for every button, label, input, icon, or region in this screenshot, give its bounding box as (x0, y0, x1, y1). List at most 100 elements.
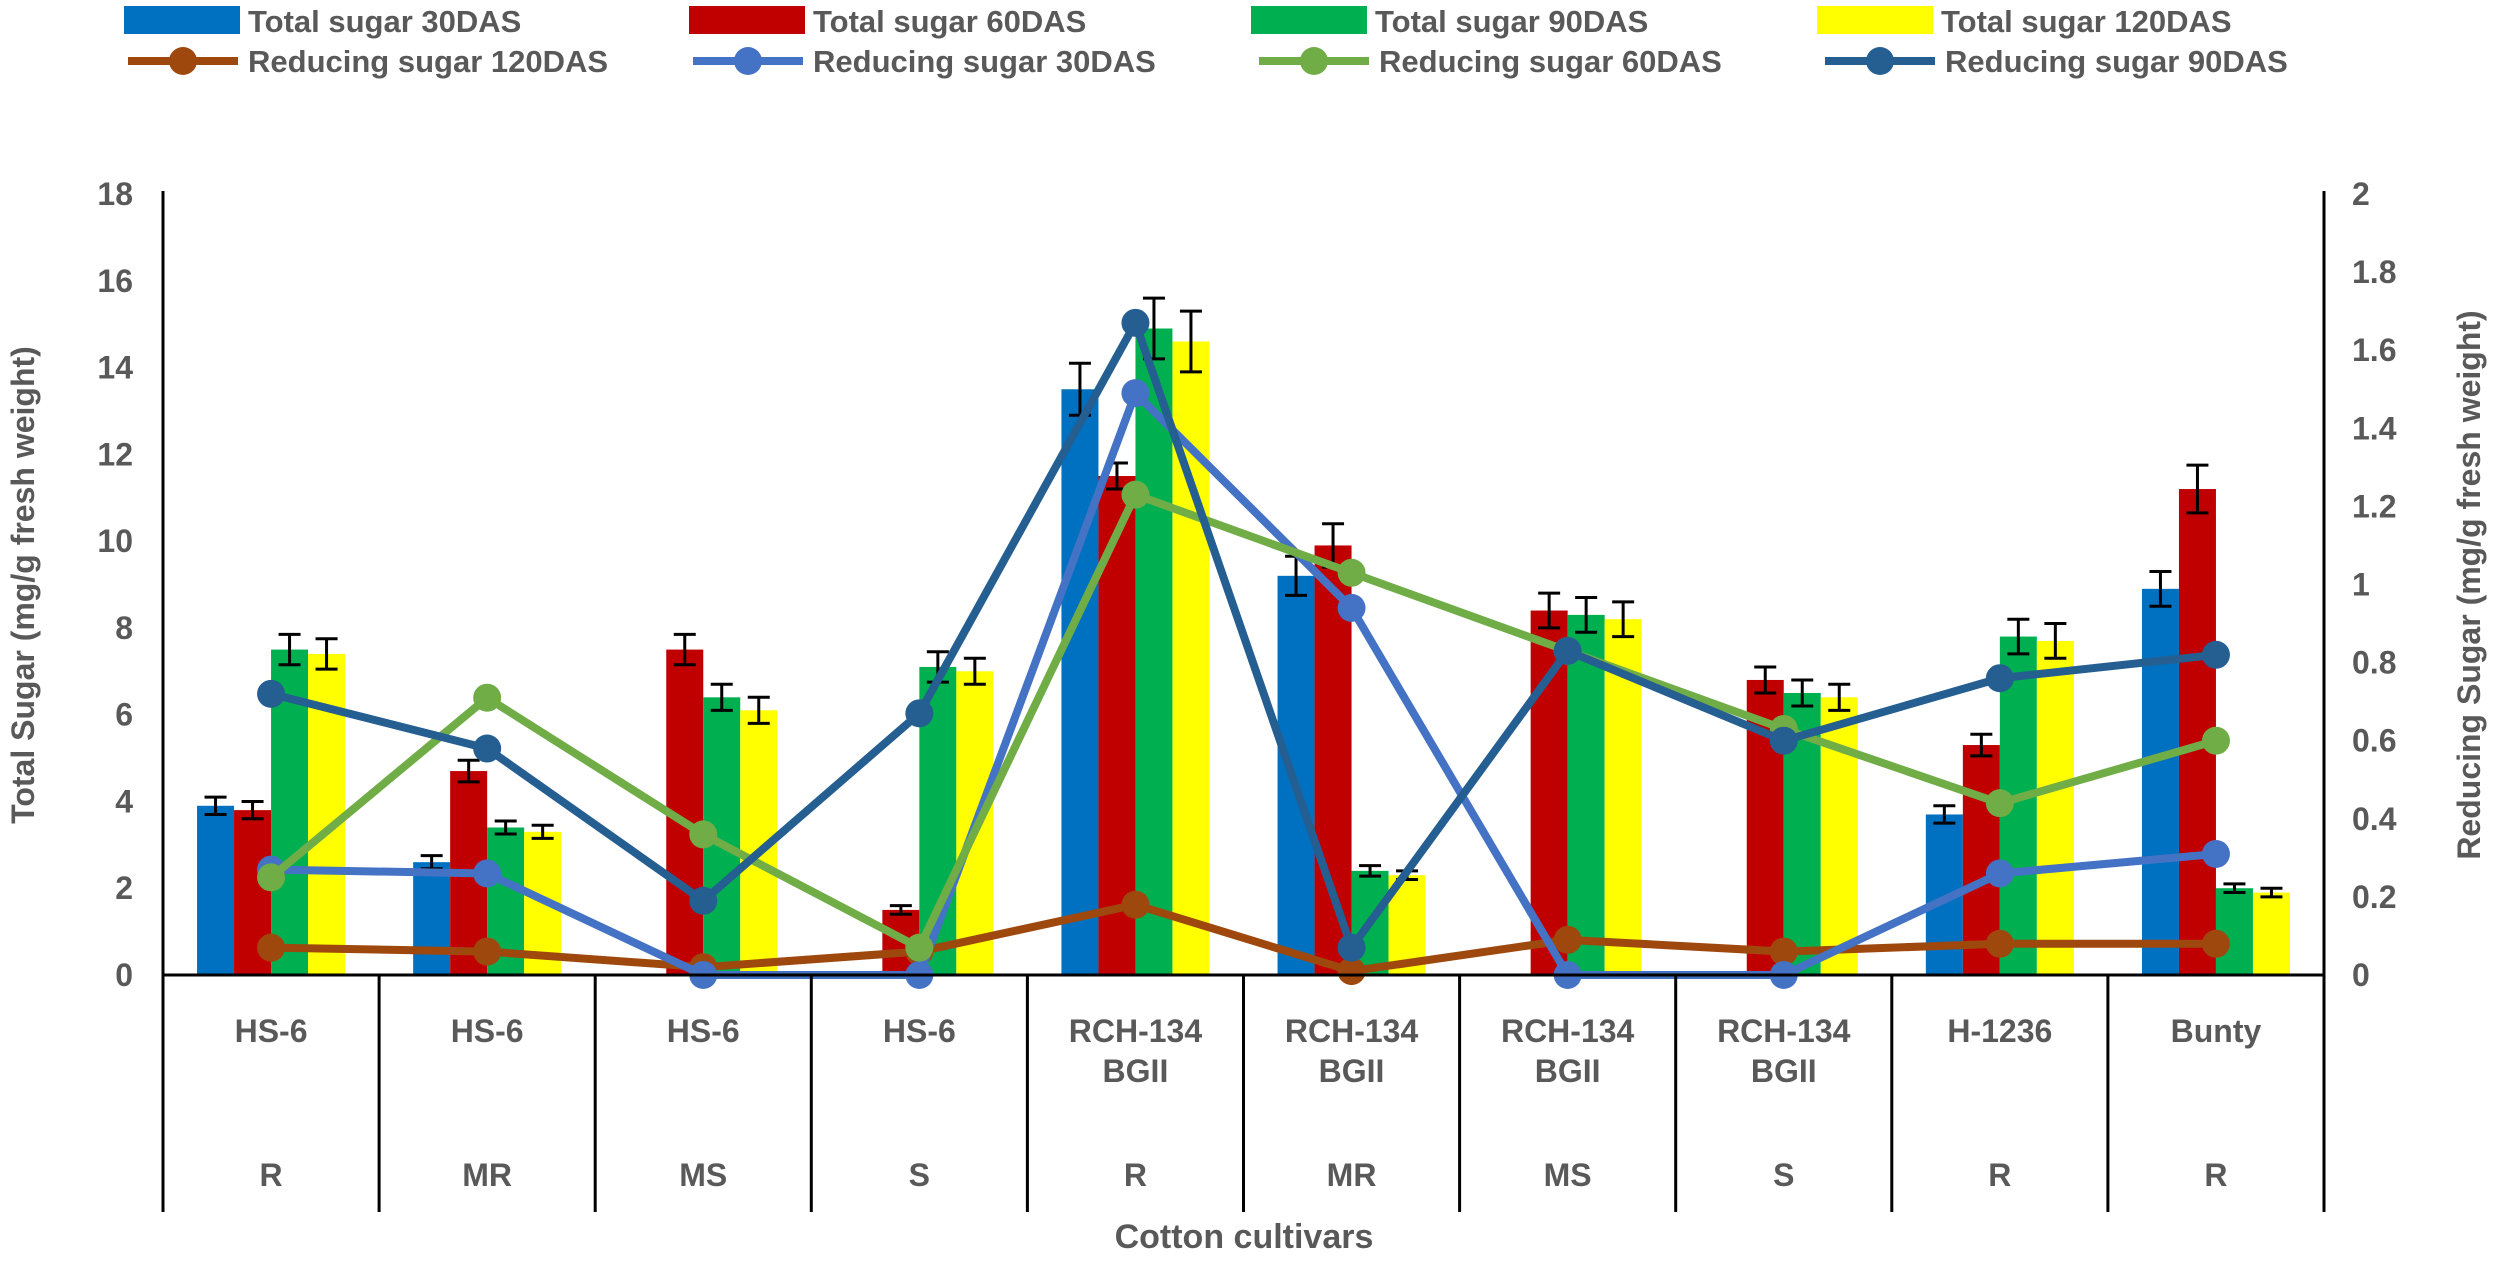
category-label: RCH-134 (1717, 1013, 1851, 1049)
error-bar (531, 823, 554, 840)
error-bar (1179, 309, 1202, 374)
line-marker (1337, 558, 1366, 587)
error-bar (1970, 732, 1993, 758)
category-label: RCH-134 (1069, 1013, 1203, 1049)
line-marker (1553, 636, 1582, 665)
category-label: Bunty (2171, 1013, 2262, 1049)
y2-tick-label: 0 (2352, 957, 2370, 993)
error-bar (1359, 864, 1382, 878)
y-tick-label: 0 (115, 957, 133, 993)
error-bar (1612, 600, 1635, 639)
bar (413, 862, 451, 975)
line-marker (905, 933, 934, 962)
group-label: R (2204, 1157, 2227, 1193)
line-marker (1121, 480, 1150, 509)
line-marker (2201, 726, 2230, 755)
line-marker (1121, 890, 1150, 919)
line-marker (473, 937, 502, 966)
y2-tick-label: 1.2 (2352, 488, 2396, 524)
legend-marker (1300, 47, 1328, 75)
category-label: RCH-134 (1501, 1013, 1635, 1049)
line-marker (1985, 929, 2014, 958)
legend-swatch (1251, 6, 1367, 34)
category-label: BGII (1103, 1053, 1169, 1089)
error-bar (710, 682, 733, 712)
category-label: H-1236 (1947, 1013, 2052, 1049)
error-bar (1538, 591, 1561, 630)
legend-marker (169, 47, 197, 75)
y-tick-label: 14 (97, 350, 133, 386)
error-bar (2044, 622, 2067, 660)
error-bar (494, 819, 517, 836)
line-marker (2201, 640, 2230, 669)
line-marker (1769, 726, 1798, 755)
y2-tick-label: 1.6 (2352, 332, 2396, 368)
lines (257, 308, 2230, 989)
line-marker (1985, 859, 2014, 888)
legend-swatch (1817, 6, 1933, 34)
y2-tick-label: 1 (2352, 567, 2370, 603)
y2-tick-label: 0.4 (2352, 801, 2397, 837)
legend-swatch (124, 6, 240, 34)
error-bar (204, 795, 227, 816)
category-label: HS-6 (883, 1013, 956, 1049)
line-marker (2201, 929, 2230, 958)
group-label: S (1773, 1157, 1794, 1193)
category-label: HS-6 (235, 1013, 308, 1049)
category-label: HS-6 (667, 1013, 740, 1049)
y-tick-label: 16 (97, 263, 133, 299)
y-tick-label: 10 (97, 523, 133, 559)
line-marker (257, 679, 286, 708)
y-tick-label: 4 (115, 783, 133, 819)
line-marker (1985, 664, 2014, 693)
bar (1061, 389, 1099, 975)
y-tick-label: 8 (115, 610, 133, 646)
series-line (268, 490, 2218, 952)
bar (1567, 614, 1605, 975)
series-line (270, 900, 2216, 976)
group-label: R (1988, 1157, 2011, 1193)
line-marker (1553, 925, 1582, 954)
line-marker (2201, 839, 2230, 868)
line-marker (1337, 933, 1366, 962)
error-bar (2186, 463, 2209, 515)
line-marker (1337, 957, 1366, 986)
y-tick-label: 12 (97, 436, 133, 472)
error-bar (1933, 804, 1956, 825)
y2-tick-label: 1.8 (2352, 254, 2396, 290)
group-label: MS (1544, 1157, 1592, 1193)
y-axis-title: Total Sugar (mg/g fresh weight) (5, 346, 41, 824)
line-marker (1985, 789, 2014, 818)
error-bar (241, 799, 264, 821)
x-axis-title: Cotton cultivars (1115, 1218, 1374, 1256)
line-marker (257, 863, 286, 892)
line-marker (689, 820, 718, 849)
line-marker (473, 859, 502, 888)
y2-axis-title: Reducing Sugar (mg/g fresh weight) (2451, 310, 2487, 859)
legend-swatch (689, 6, 805, 34)
error-bar (278, 632, 301, 667)
y2-tick-label: 0.2 (2352, 879, 2396, 915)
error-bar (457, 758, 480, 784)
group-label: R (1124, 1157, 1147, 1193)
group-label: MS (679, 1157, 727, 1193)
bar (197, 805, 235, 975)
y2-tick-label: 0.8 (2352, 645, 2396, 681)
legend-marker (1866, 47, 1894, 75)
line-marker (689, 886, 718, 915)
error-bar (2149, 569, 2172, 608)
y-tick-label: 18 (97, 176, 133, 212)
y2-tick-label: 0.6 (2352, 723, 2396, 759)
error-bar (963, 656, 986, 686)
group-label: R (259, 1157, 282, 1193)
y-tick-label: 2 (115, 870, 133, 906)
line-marker (257, 933, 286, 962)
error-bar (889, 904, 912, 916)
legend-label: Reducing sugar 30DAS (813, 44, 1156, 79)
bar (2036, 640, 2074, 975)
category-label: RCH-134 (1285, 1013, 1419, 1049)
group-label: MR (1327, 1157, 1377, 1193)
legend-marker (734, 47, 762, 75)
error-bar (673, 632, 696, 667)
